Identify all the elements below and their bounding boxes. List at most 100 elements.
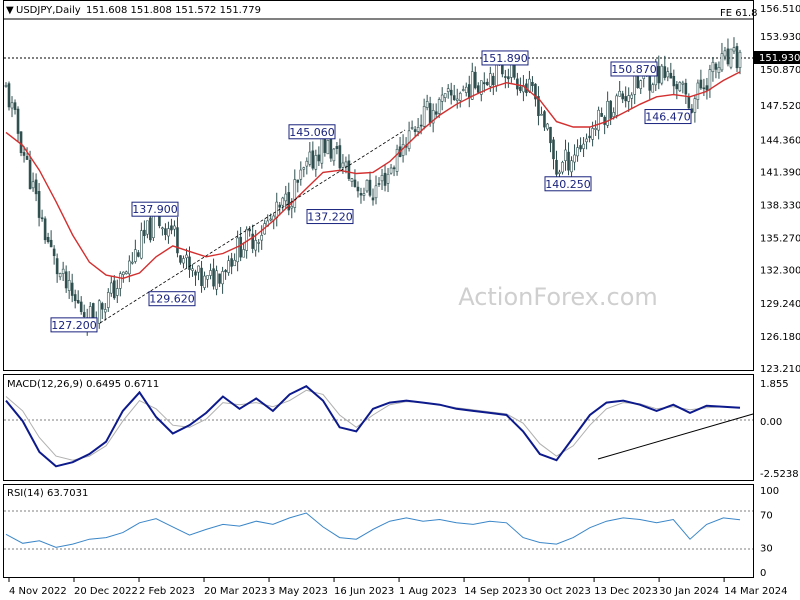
candle-body [224,270,227,273]
candle-body [140,230,143,259]
price-tick-label: 147.520 [760,101,800,112]
x-tick-label: 30 Jan 2024 [659,586,719,597]
candle-body [4,84,8,87]
candle-body [131,261,134,264]
candle-body [317,154,321,162]
candle-body [215,270,218,290]
candle-body [119,273,122,289]
candle-body [137,252,140,257]
candle-body [100,303,104,310]
candle-body [489,73,492,87]
candle-body [326,140,330,155]
candle-body [170,225,173,231]
candle-body [158,215,161,227]
candle-body [735,46,739,69]
candle-body [28,159,32,190]
price-annotations: 127.200 137.900 129.620 145.060 137.220 151.8… [50,50,692,333]
x-tick-label: 13 Dec 2023 [594,586,658,597]
candle-body [146,220,149,235]
x-tick-label: 16 Jun 2023 [334,586,394,597]
x-tick-label: 1 Aug 2023 [399,586,457,597]
candle-body [112,280,116,299]
candle-body [639,80,643,89]
candle-body [368,179,372,196]
annotation-box [50,317,98,333]
candle-body [377,183,381,185]
candle-body [242,249,245,258]
candle-body [392,167,396,170]
time-axis: 4 Nov 2022 20 Dec 2022 2 Feb 2023 20 Mar 20… [8,578,788,597]
price-tick-label: 138.330 [760,201,800,212]
candle-body [179,255,182,263]
rsi-tick-label: 0 [760,568,766,579]
candle-body [648,74,652,91]
annotation-box [131,201,179,217]
candle-body [194,271,197,276]
candle-body [176,227,179,254]
rsi-panel-frame [3,484,754,578]
candle-body [537,96,540,116]
candle-body [443,93,447,98]
candle-body [573,154,576,163]
rsi-tick-label: 30 [760,543,773,554]
candle-body [10,102,14,109]
price-tick-label: 132.300 [760,266,800,277]
candle-body [476,85,480,93]
candle-body [191,268,194,271]
candle-body [257,242,260,244]
price-tick-label: 123.210 [760,364,800,375]
candle-body [696,82,700,100]
candle-body [552,139,555,160]
x-tick-label: 3 May 2023 [269,586,328,597]
candle-body [320,137,324,164]
candle-body [603,116,606,125]
candle-body [341,162,345,168]
last-price-tag: 151.930 [759,53,800,64]
candle-body [221,271,224,285]
candle-body [693,98,697,113]
candle-body [52,248,56,257]
candle-body [395,148,399,172]
candle-body [350,178,354,182]
candle-body [182,258,185,264]
x-tick-label: 20 Dec 2022 [74,586,138,597]
candle-body [672,76,676,87]
candle-body [278,204,282,208]
candle-body [413,129,417,132]
candle-body [612,112,615,118]
annotation-label: 127.200 [51,319,97,332]
candle-body [663,66,667,78]
candle-body [702,87,706,90]
candle-body [173,225,176,230]
candle-body [410,127,414,129]
moving-average-line [5,71,741,280]
candle-body [230,258,233,267]
candle-body [660,65,664,84]
macd-panel-frame [3,374,754,481]
annotation-label: 129.620 [149,293,195,306]
candle-body [116,288,119,296]
candle-body [344,161,348,167]
candle-body [555,159,558,175]
candle-body [717,67,721,73]
candle-body [729,48,733,68]
candle-body [519,86,522,91]
candle-body [125,271,128,275]
candle-body [302,167,306,170]
candle-body [335,146,339,149]
candle-body [218,273,221,284]
annotation-box [148,291,196,307]
annotation-label: 150.870 [611,63,657,76]
candle-body [699,79,703,89]
candle-body [197,265,200,273]
candle-body [510,64,513,78]
candle-body [483,82,486,85]
candle-body [374,185,378,199]
candle-body [636,76,640,89]
candle-body [723,50,727,57]
candle-body [732,47,736,52]
candle-body [618,90,621,97]
candle-body [570,160,573,173]
annotation-label: 145.060 [289,126,335,139]
